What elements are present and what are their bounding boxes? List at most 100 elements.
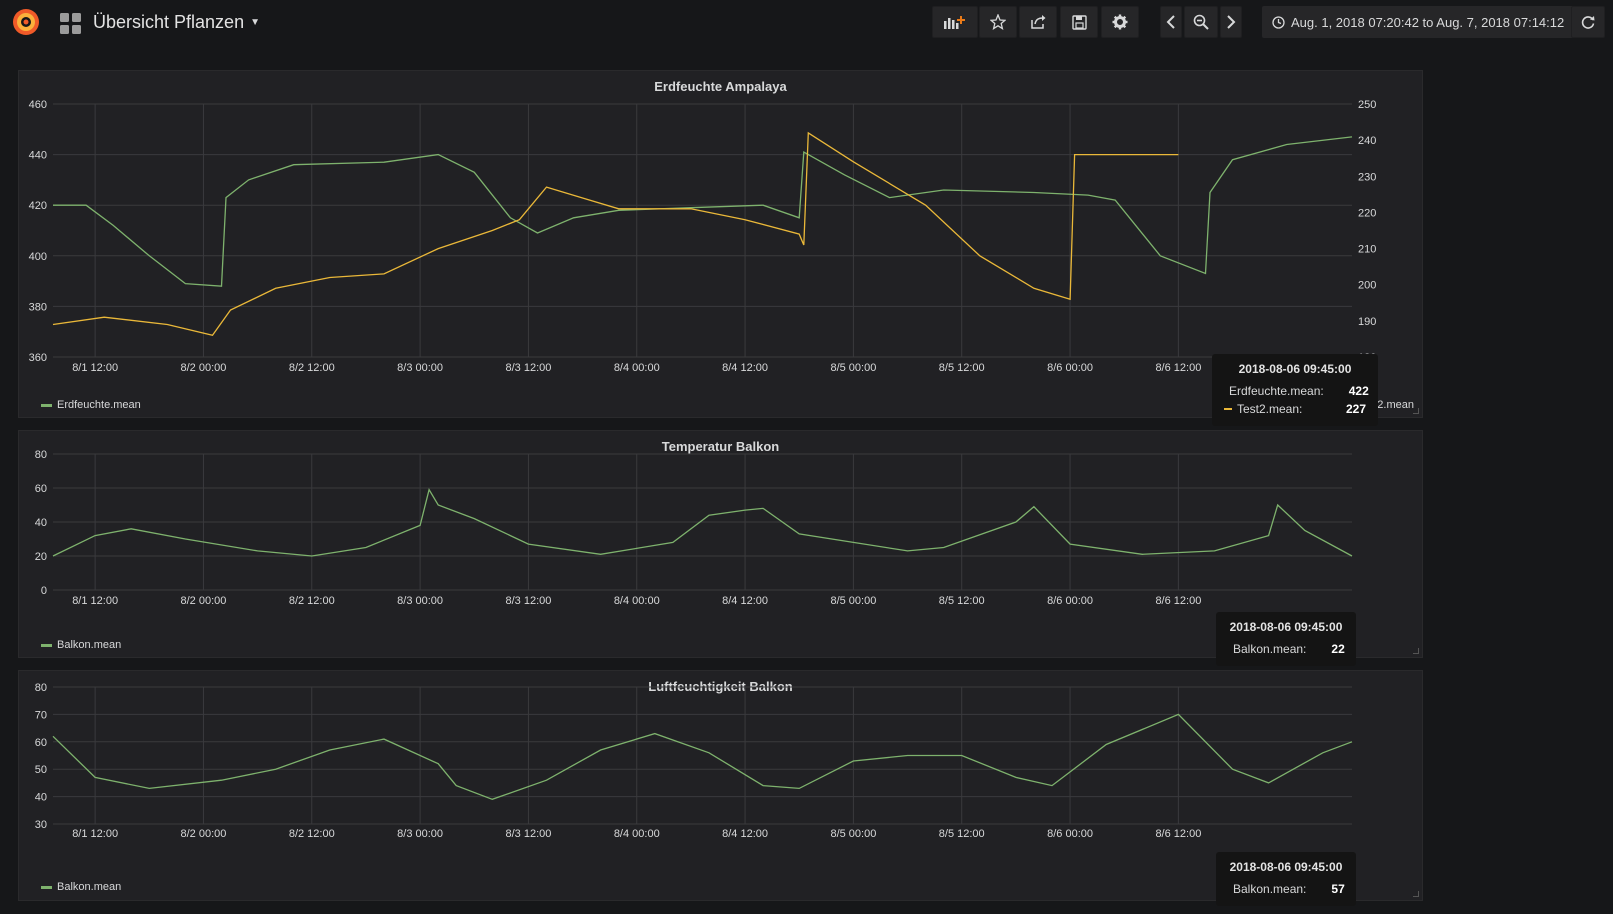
y-tick-label: 20 — [35, 551, 47, 563]
x-tick-label: 8/3 00:00 — [397, 362, 443, 374]
refresh-button[interactable] — [1571, 6, 1605, 38]
zoom-out-button[interactable] — [1184, 6, 1218, 38]
tooltip-value: 227 — [1345, 402, 1366, 416]
y-tick-label: 70 — [35, 709, 47, 721]
x-tick-label: 8/1 12:00 — [72, 362, 118, 374]
panel-resize-handle[interactable] — [1413, 891, 1419, 897]
x-tick-label: 8/3 00:00 — [397, 828, 443, 840]
line-chart[interactable]: 0 20 40 60 80 8/1 12:00 8/2 00:00 8/2 12:00 8/3 … — [19, 431, 1424, 659]
panel-title[interactable]: Temperatur Balkon — [661, 439, 780, 454]
x-tick-label: 8/6 00:00 — [1047, 595, 1093, 607]
x-tick-label: 8/3 12:00 — [505, 362, 551, 374]
y-tick-label: 80 — [35, 682, 47, 694]
x-tick-label: 8/3 12:00 — [505, 828, 551, 840]
x-tick-label: 8/2 00:00 — [181, 595, 227, 607]
time-forward-button[interactable] — [1220, 6, 1242, 38]
panel-resize-handle[interactable] — [1413, 408, 1419, 414]
y-tick-label: 30 — [35, 819, 47, 831]
share-icon — [1031, 15, 1046, 29]
y2-tick-label: 250 — [1358, 99, 1376, 111]
chevron-right-icon — [1227, 15, 1236, 29]
x-tick-label: 8/2 12:00 — [289, 595, 335, 607]
settings-button[interactable] — [1101, 6, 1139, 38]
x-tick-label: 8/6 00:00 — [1047, 828, 1093, 840]
legend-label: Balkon.mean — [57, 639, 122, 651]
x-tick-label: 8/4 12:00 — [722, 828, 768, 840]
legend-item[interactable]: Erdfeuchte.mean — [41, 399, 141, 411]
legend-item[interactable]: Balkon.mean — [41, 881, 121, 893]
refresh-icon — [1581, 16, 1595, 29]
top-navbar: Übersicht Pflanzen ▼ — [0, 0, 1613, 46]
clock-icon — [1272, 15, 1285, 29]
legend-swatch — [41, 643, 52, 647]
y2-tick-label: 220 — [1358, 207, 1376, 219]
x-tick-label: 8/4 00:00 — [614, 595, 660, 607]
y-tick-label: 460 — [29, 99, 47, 111]
panel-erdfeuchte: Erdfeuchte Ampalaya 36038040042044046018… — [18, 70, 1423, 418]
tooltip-time: 2018-08-06 09:45:00 — [1238, 362, 1352, 376]
x-tick-label: 8/2 00:00 — [181, 362, 227, 374]
y-tick-label: 0 — [41, 585, 47, 597]
x-tick-label: 8/5 12:00 — [939, 828, 985, 840]
y2-tick-label: 230 — [1358, 171, 1376, 183]
x-tick-label: 8/4 12:00 — [722, 595, 768, 607]
tooltip-series-name: Test2.mean: — [1237, 402, 1303, 416]
tooltip-series-name: Erdfeuchte.mean: — [1229, 384, 1324, 398]
graph-tooltip: 2018-08-06 09:45:00 Balkon.mean: 22 — [1216, 612, 1356, 666]
star-icon — [990, 14, 1006, 30]
y-tick-label: 380 — [29, 301, 47, 313]
star-dashboard-button[interactable] — [979, 6, 1017, 38]
legend-item[interactable]: Balkon.mean — [41, 639, 121, 651]
line-chart[interactable]: 30 40 50 60 70 80 8/1 12:00 8/2 00:00 8/2 12:00 8… — [19, 671, 1424, 902]
legend-label: Erdfeuchte.mean — [57, 399, 141, 411]
x-tick-label: 8/5 00:00 — [830, 828, 876, 840]
y-tick-label: 40 — [35, 792, 47, 804]
series-line — [52, 131, 1179, 337]
dashboard-title[interactable]: Übersicht Pflanzen ▼ — [93, 12, 260, 33]
panel-resize-handle[interactable] — [1413, 648, 1419, 654]
chevron-left-icon — [1166, 15, 1175, 29]
x-tick-label: 8/1 12:00 — [72, 595, 118, 607]
graph-tooltip: 2018-08-06 09:45:00 Balkon.mean: 57 — [1216, 852, 1356, 906]
series-line — [52, 713, 1353, 800]
grafana-logo-icon[interactable] — [10, 6, 42, 38]
tooltip-row: Erdfeuchte.mean: 422 — [1224, 382, 1369, 400]
y2-tick-label: 210 — [1358, 244, 1376, 256]
panel-title[interactable]: Erdfeuchte Ampalaya — [654, 79, 787, 94]
x-tick-label: 8/2 12:00 — [289, 362, 335, 374]
y-tick-label: 60 — [35, 737, 47, 749]
time-range-picker[interactable]: Aug. 1, 2018 07:20:42 to Aug. 7, 2018 07… — [1262, 6, 1575, 38]
tooltip-row: Balkon.mean: 22 — [1228, 640, 1345, 658]
save-dashboard-button[interactable] — [1060, 6, 1098, 38]
y2-tick-label: 190 — [1358, 316, 1376, 328]
x-tick-label: 8/5 12:00 — [939, 595, 985, 607]
x-tick-label: 8/4 00:00 — [614, 828, 660, 840]
panel-temperatur: Temperatur Balkon 0 20 40 60 80 8/1 12:00 8/2 … — [18, 430, 1423, 658]
x-tick-label: 8/6 12:00 — [1155, 362, 1201, 374]
save-icon — [1071, 14, 1087, 30]
tooltip-value: 22 — [1331, 642, 1345, 656]
add-panel-button[interactable] — [932, 6, 978, 38]
tooltip-value: 57 — [1331, 882, 1345, 896]
x-tick-label: 8/4 00:00 — [614, 362, 660, 374]
tooltip-row: Test2.mean: 227 — [1224, 400, 1366, 418]
y-tick-label: 60 — [35, 483, 47, 495]
y-tick-label: 420 — [29, 200, 47, 212]
dashboard-grid-icon[interactable] — [60, 13, 82, 35]
x-tick-label: 8/5 00:00 — [830, 362, 876, 374]
x-tick-label: 8/5 00:00 — [830, 595, 876, 607]
time-back-button[interactable] — [1160, 6, 1182, 38]
share-dashboard-button[interactable] — [1019, 6, 1057, 38]
x-tick-label: 8/3 12:00 — [505, 595, 551, 607]
series-line — [52, 488, 1353, 557]
tooltip-time: 2018-08-06 09:45:00 — [1229, 860, 1343, 874]
legend-label: Balkon.mean — [57, 881, 122, 893]
graph-tooltip: 2018-08-06 09:45:00 Erdfeuchte.mean: 422… — [1212, 354, 1378, 426]
legend-swatch — [41, 885, 52, 889]
y-tick-label: 80 — [35, 449, 47, 461]
x-tick-label: 8/6 12:00 — [1155, 828, 1201, 840]
y-tick-label: 40 — [35, 517, 47, 529]
gear-icon — [1112, 14, 1128, 30]
x-tick-label: 8/6 00:00 — [1047, 362, 1093, 374]
legend-swatch — [41, 403, 52, 407]
